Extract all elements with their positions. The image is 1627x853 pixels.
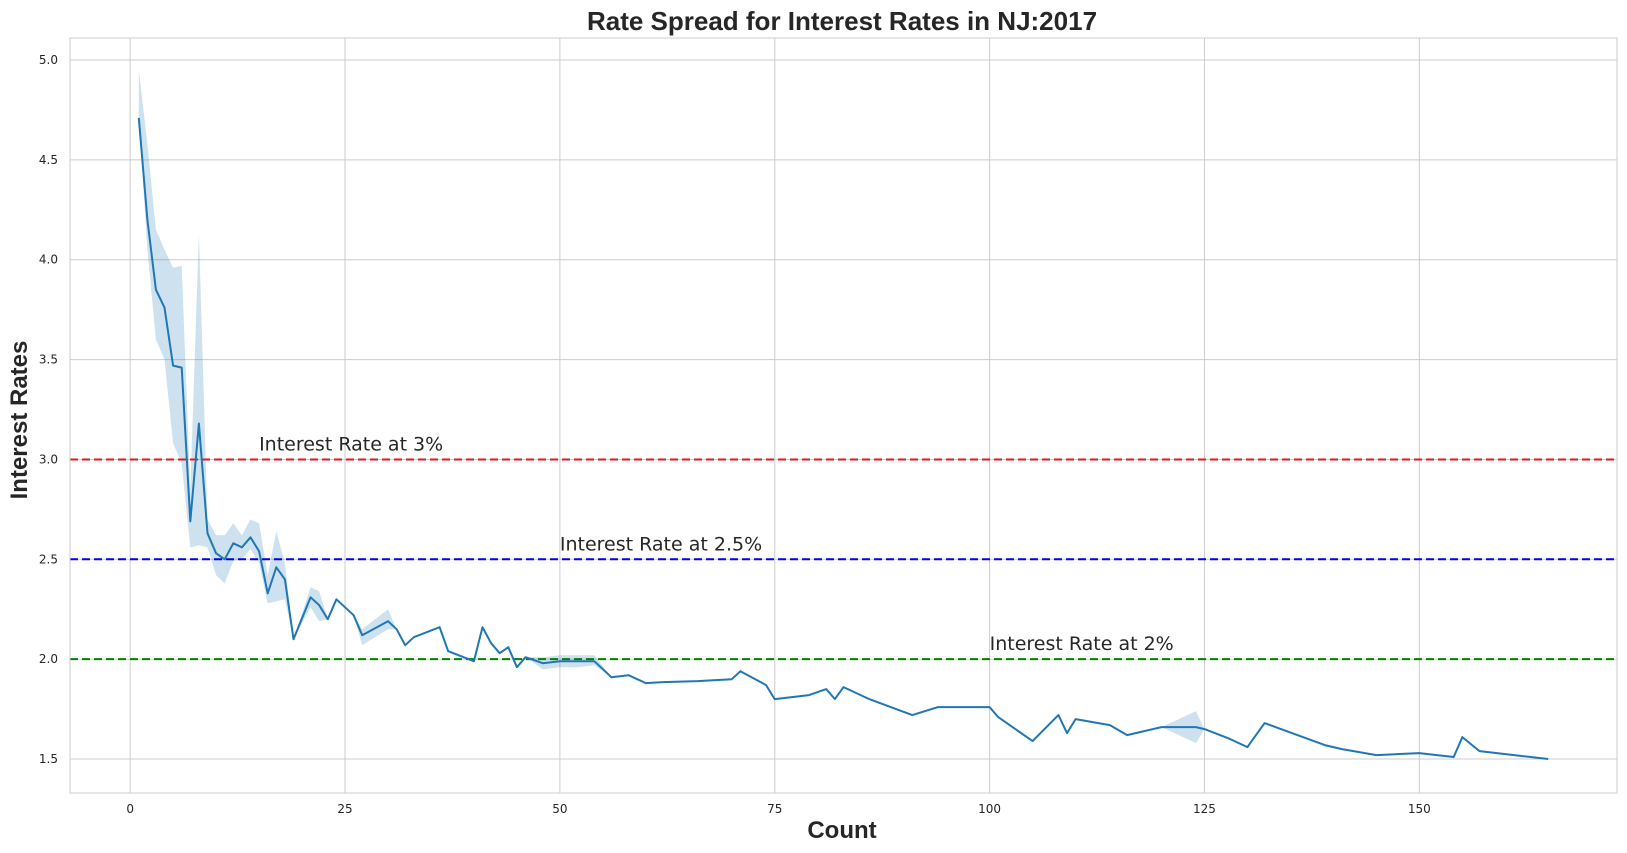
y-tick-label: 4.0	[39, 253, 58, 267]
y-tick-label: 3.0	[39, 452, 58, 466]
x-tick-label: 100	[978, 802, 1001, 816]
reference-annotations: Interest Rate at 3% Interest Rate at 2.5%…	[259, 433, 1174, 655]
y-tick-label: 2.0	[39, 652, 58, 666]
plot-frame	[69, 37, 1618, 794]
y-tick-label: 4.5	[39, 153, 58, 167]
y-tick-label: 1.5	[39, 752, 58, 766]
reference-annotation: Interest Rate at 2%	[990, 633, 1174, 655]
reference-annotation: Interest Rate at 2.5%	[560, 533, 762, 555]
reference-lines	[70, 458, 1617, 661]
x-tick-labels: 0 25 50 75 100 125 150	[126, 802, 1430, 816]
y-tick-label: 3.5	[39, 353, 58, 367]
y-tick-label: 5.0	[39, 53, 58, 67]
x-tick-label: 125	[1193, 802, 1216, 816]
y-tick-labels: 1.5 2.0 2.5 3.0 3.5 4.0 4.5 5.0	[39, 53, 58, 766]
x-tick-label: 25	[337, 802, 352, 816]
x-tick-label: 75	[767, 802, 782, 816]
x-tick-label: 0	[126, 802, 134, 816]
series-line-group	[137, 117, 1549, 760]
x-tick-label: 50	[552, 802, 567, 816]
chart-title: Rate Spread for Interest Rates in NJ:201…	[587, 6, 1097, 36]
y-tick-label: 2.5	[39, 552, 58, 566]
y-axis-label: Interest Rates	[6, 341, 33, 500]
series-line	[137, 117, 1549, 760]
x-axis-label: Count	[807, 817, 876, 844]
x-tick-label: 150	[1408, 802, 1431, 816]
reference-annotation: Interest Rate at 3%	[259, 433, 443, 455]
